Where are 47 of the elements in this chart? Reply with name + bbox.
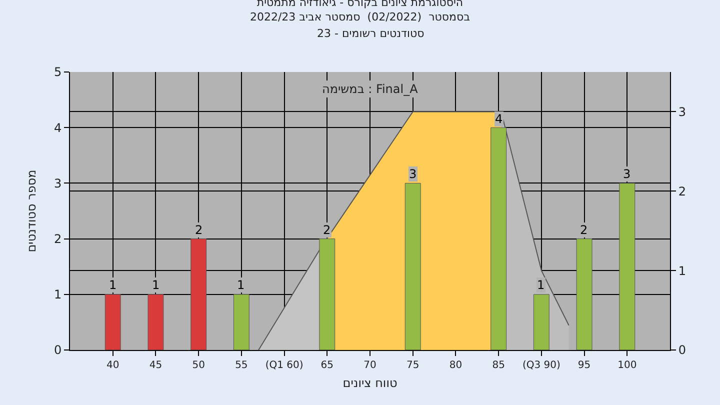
y-tick-label: 1	[54, 288, 62, 302]
y-tick-label: 3	[54, 176, 62, 190]
data-label: 2	[195, 223, 203, 237]
x-tick-label: 45	[149, 360, 162, 371]
data-label: 1	[152, 278, 160, 292]
y-axis-title: מספר סטודנטים	[24, 170, 38, 252]
bar	[148, 294, 164, 350]
data-label: 4	[495, 112, 503, 126]
bar	[404, 182, 421, 350]
x-tick-label: 40	[106, 360, 120, 371]
data-label: 2	[580, 223, 588, 237]
annotation: במשימה : Final_A	[322, 82, 419, 96]
x-tick-label: 75	[406, 360, 420, 371]
data-label: 1	[537, 278, 545, 292]
y2-tick-label: 3	[678, 104, 686, 119]
bar	[619, 182, 636, 350]
x-tick-label: 80	[449, 360, 462, 371]
bar	[576, 238, 592, 350]
y-tick-label: 2	[54, 232, 62, 246]
x-tick-label: 65	[320, 360, 334, 371]
chart-title: היסטוגרמת ציונים בקורס - גיאודזיה מתמטית	[256, 0, 464, 10]
data-label: 3	[623, 167, 631, 181]
text: סטודנטים רשומים - 23	[317, 27, 424, 40]
x-tick-label: 55	[235, 360, 248, 371]
data-label: 1	[237, 278, 245, 292]
chart-subtitle: בסמסטר (02/2022) סמסטר אביב 2022/23	[250, 10, 470, 24]
y-tick-label: 0	[54, 343, 62, 358]
data-label: 2	[323, 223, 331, 237]
x-tick-label: (Q3 90)	[522, 360, 560, 371]
x-tick-label: 70	[364, 360, 376, 371]
x-tick-label: 50	[192, 360, 205, 371]
x-tick-label: (Q1 60)	[265, 360, 304, 371]
y-tick-label: 5	[54, 65, 62, 80]
data-label: 1	[109, 278, 117, 292]
bar	[104, 294, 121, 350]
x-tick-label: 95	[578, 360, 591, 371]
bar	[233, 294, 250, 350]
x-tick-label: 85	[492, 360, 505, 371]
y-tick-label: 4	[54, 120, 62, 135]
y2-tick-label: 2	[678, 184, 686, 198]
x-axis-title: טווח ציונים	[342, 376, 398, 390]
bar	[190, 238, 207, 350]
data-label: 3	[409, 167, 417, 181]
y2-tick-label: 0	[678, 343, 686, 358]
x-tick-label: 100	[618, 360, 637, 371]
y2-tick-label: 1	[678, 264, 686, 278]
bar	[533, 294, 550, 350]
